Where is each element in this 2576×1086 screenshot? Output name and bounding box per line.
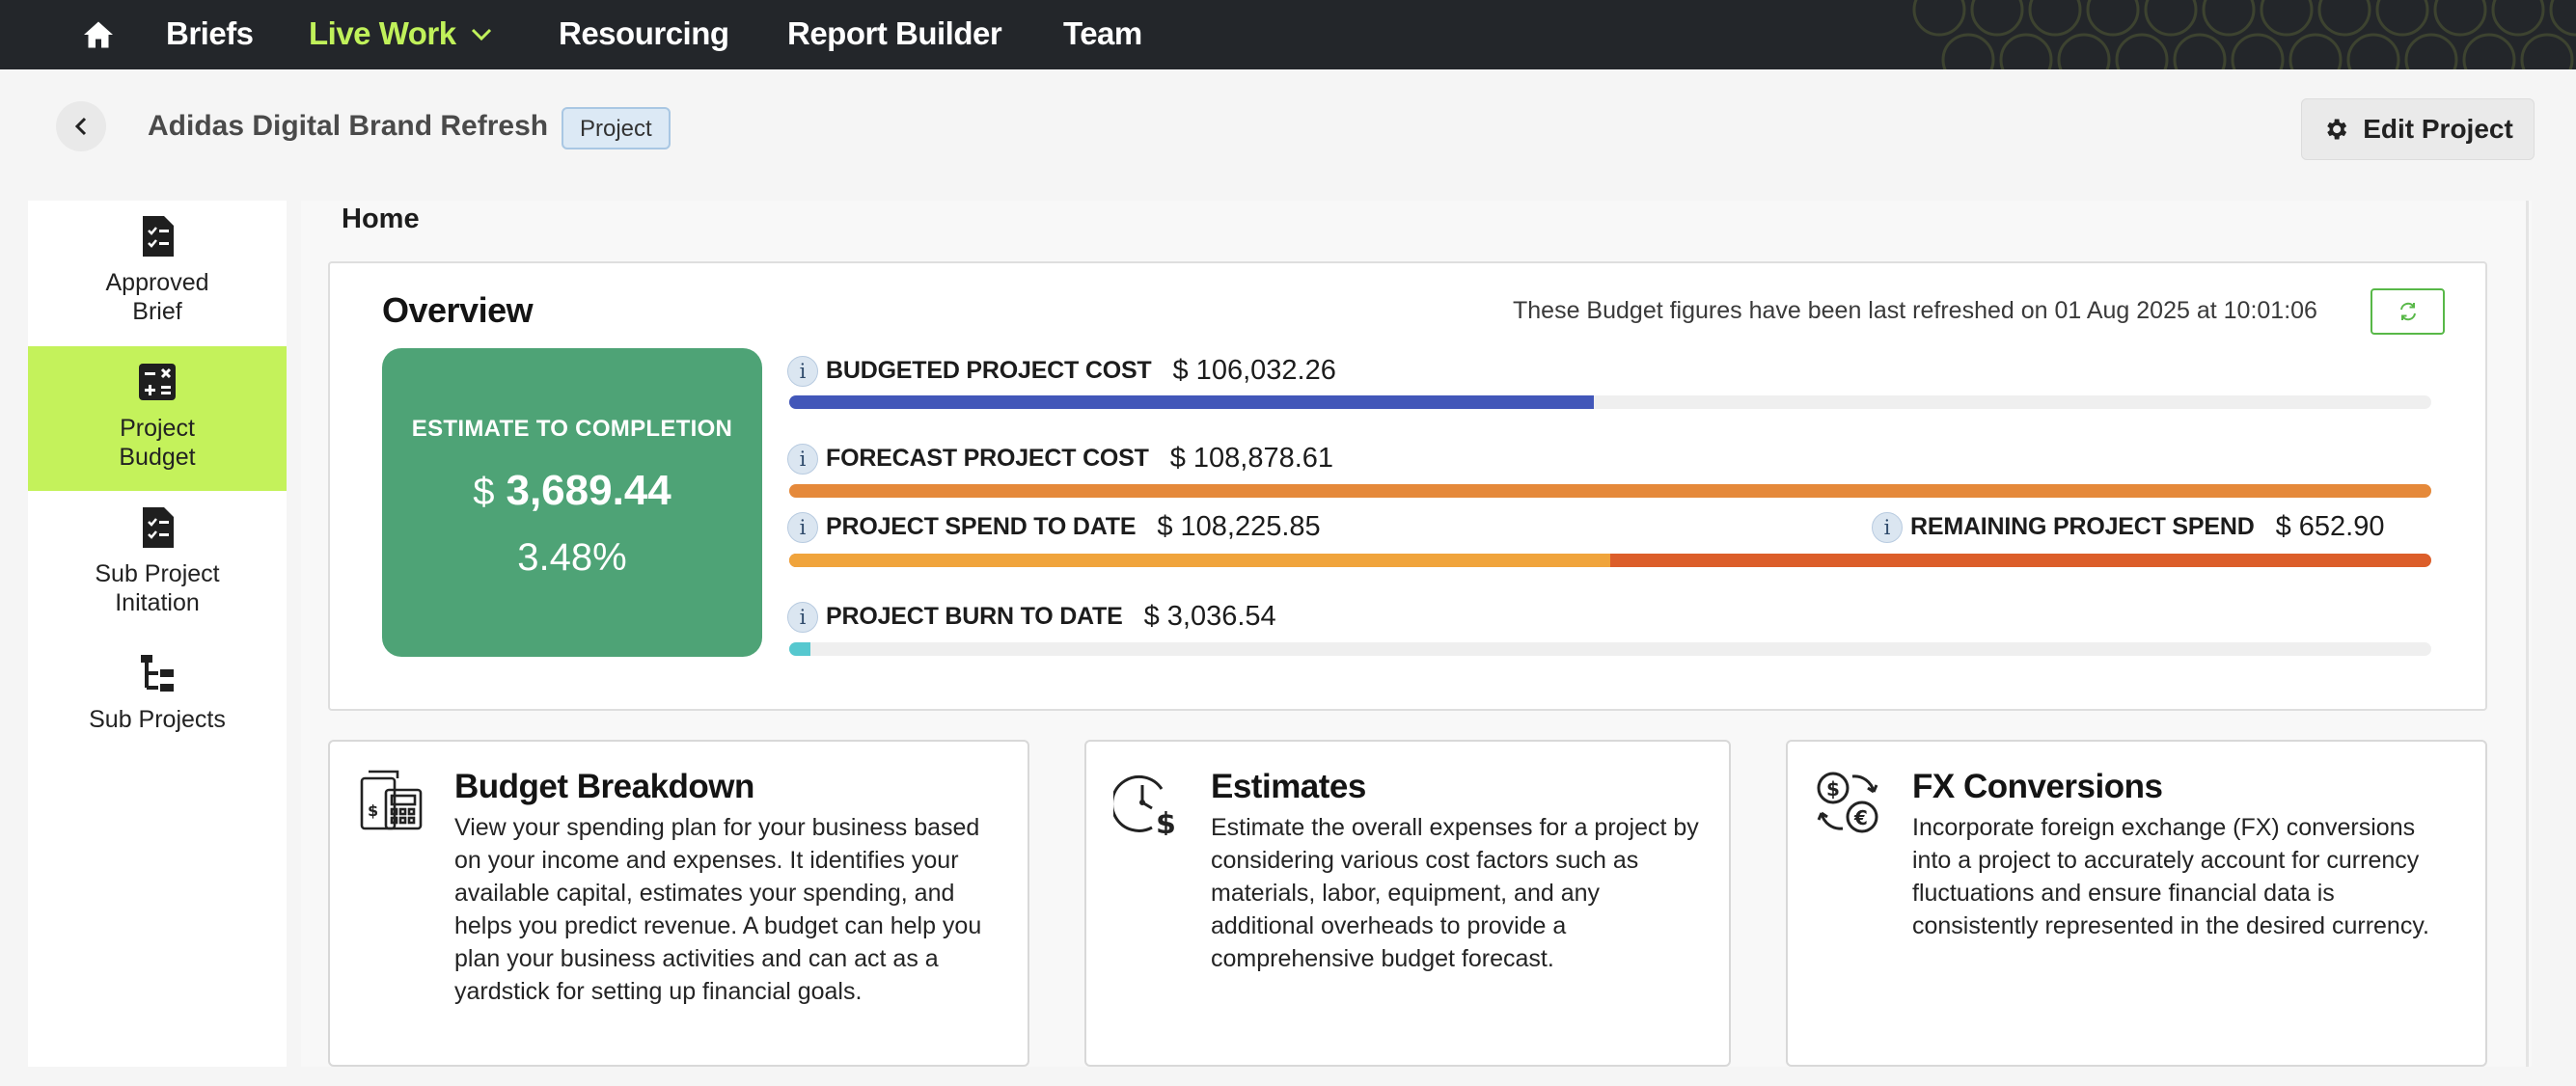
metric-value: $ 108,878.61 [1169, 443, 1334, 474]
nav-briefs[interactable]: Briefs [166, 15, 254, 51]
budgeted-cost-bar-fill [789, 395, 1594, 409]
sidebar-item-approved-brief[interactable]: Approved Brief [28, 201, 287, 345]
burn-to-date-bar [789, 642, 2431, 656]
checklist-doc-icon [143, 216, 174, 257]
checklist-doc-icon [143, 507, 174, 548]
etc-label: ESTIMATE TO COMPLETION [411, 416, 733, 442]
metric-value: $ 652.90 [2275, 511, 2385, 542]
metric-label: PROJECT SPEND TO DATE [826, 513, 1137, 540]
project-burn-to-date-metric: i PROJECT BURN TO DATE $ 3,036.54 [787, 601, 1276, 633]
info-icon[interactable]: i [787, 355, 818, 387]
metric-value: $ 3,036.54 [1143, 601, 1276, 632]
card-title: Estimates [1211, 768, 1366, 805]
svg-text:$: $ [1156, 807, 1176, 835]
clock-dollar-icon: $ [1113, 774, 1176, 835]
spend-to-date-bar-fill [789, 554, 1610, 567]
metric-label: REMAINING PROJECT SPEND [1910, 513, 2255, 540]
nav-pattern-decoration [1912, 0, 2576, 69]
project-title: Adidas Digital Brand Refresh [148, 110, 549, 142]
nav-live-work[interactable]: Live Work [309, 0, 493, 69]
overview-title: Overview [382, 290, 534, 330]
refresh-icon [2399, 302, 2416, 321]
home-icon[interactable] [81, 17, 116, 52]
remaining-project-spend-metric: i REMAINING PROJECT SPEND $ 652.90 [1872, 511, 2384, 543]
refresh-button[interactable] [2370, 288, 2445, 335]
sidebar-item-label: Approved Brief [105, 269, 209, 325]
sidebar-item-sub-project-initiation[interactable]: Sub Project Initation [28, 492, 287, 637]
sidebar-item-label: Sub Projects [89, 706, 226, 733]
sidebar-item-label: Sub Project Initation [95, 560, 220, 616]
back-button[interactable] [56, 101, 106, 151]
edit-project-label: Edit Project [2363, 114, 2513, 144]
card-title: Budget Breakdown [454, 768, 754, 805]
card-body: View your spending plan for your busines… [454, 814, 982, 1005]
metric-label: BUDGETED PROJECT COST [826, 357, 1152, 384]
metric-label: PROJECT BURN TO DATE [826, 603, 1123, 630]
burn-to-date-bar-fill [789, 642, 811, 656]
etc-amount: 3,689.44 [506, 467, 671, 514]
fx-conversions-card[interactable] [1786, 740, 2487, 1067]
etc-value: $3,689.44 [382, 467, 762, 515]
hierarchy-icon [141, 655, 174, 692]
card-body: Estimate the overall expenses for a proj… [1211, 814, 1699, 972]
gear-icon [2327, 119, 2347, 140]
card-title: FX Conversions [1912, 768, 2163, 805]
estimate-to-completion-box: ESTIMATE TO COMPLETION $3,689.44 3.48% [382, 348, 762, 657]
metric-value: $ 108,225.85 [1157, 511, 1321, 542]
sidebar: Approved Brief Project Budget Sub Projec… [28, 201, 287, 1067]
etc-currency: $ [473, 471, 495, 513]
budget-breakdown-card[interactable] [328, 740, 1029, 1067]
chevron-down-icon [470, 0, 493, 66]
svg-text:$: $ [1826, 777, 1840, 801]
top-nav: Briefs Live Work Resourcing Report Build… [0, 0, 2576, 69]
calculator-icon [139, 364, 176, 400]
scrollbar[interactable] [2526, 201, 2529, 1067]
refresh-status-text: These Budget figures have been last refr… [1513, 297, 2317, 324]
project-type-badge: Project [562, 107, 671, 149]
forecast-cost-bar-fill [789, 484, 2431, 498]
nav-resourcing[interactable]: Resourcing [559, 15, 729, 51]
budget-calculator-icon: $ [360, 770, 423, 830]
sidebar-item-label: Project Budget [119, 415, 196, 471]
sidebar-item-project-budget[interactable]: Project Budget [28, 346, 287, 491]
budgeted-project-cost-metric: i BUDGETED PROJECT COST $ 106,032.26 [787, 355, 1336, 387]
chevron-left-icon [74, 117, 87, 136]
edit-project-button[interactable]: Edit Project [2301, 98, 2535, 160]
project-spend-to-date-metric: i PROJECT SPEND TO DATE $ 108,225.85 [787, 511, 1321, 543]
etc-percent: 3.48% [517, 536, 627, 579]
svg-text:$: $ [368, 801, 378, 820]
forecast-cost-bar [789, 484, 2431, 498]
card-body: Incorporate foreign exchange (FX) conver… [1912, 814, 2429, 939]
currency-exchange-icon: $ € [1817, 772, 1878, 833]
info-icon[interactable]: i [787, 511, 818, 543]
nav-report-builder[interactable]: Report Builder [787, 15, 1002, 51]
svg-text:€: € [1853, 806, 1868, 829]
forecast-project-cost-metric: i FORECAST PROJECT COST $ 108,878.61 [787, 443, 1333, 475]
metric-value: $ 106,032.26 [1172, 355, 1336, 386]
estimates-card[interactable] [1084, 740, 1731, 1067]
info-icon[interactable]: i [787, 601, 818, 633]
sidebar-item-sub-projects[interactable]: Sub Projects [28, 638, 287, 782]
budgeted-cost-bar [789, 395, 2431, 409]
spend-remaining-bar [789, 554, 2431, 567]
metric-label: FORECAST PROJECT COST [826, 445, 1149, 472]
info-icon[interactable]: i [787, 443, 818, 475]
page-title: Home [342, 204, 420, 234]
info-icon[interactable]: i [1872, 511, 1903, 543]
nav-team[interactable]: Team [1063, 15, 1142, 51]
nav-live-work-label: Live Work [309, 15, 456, 51]
